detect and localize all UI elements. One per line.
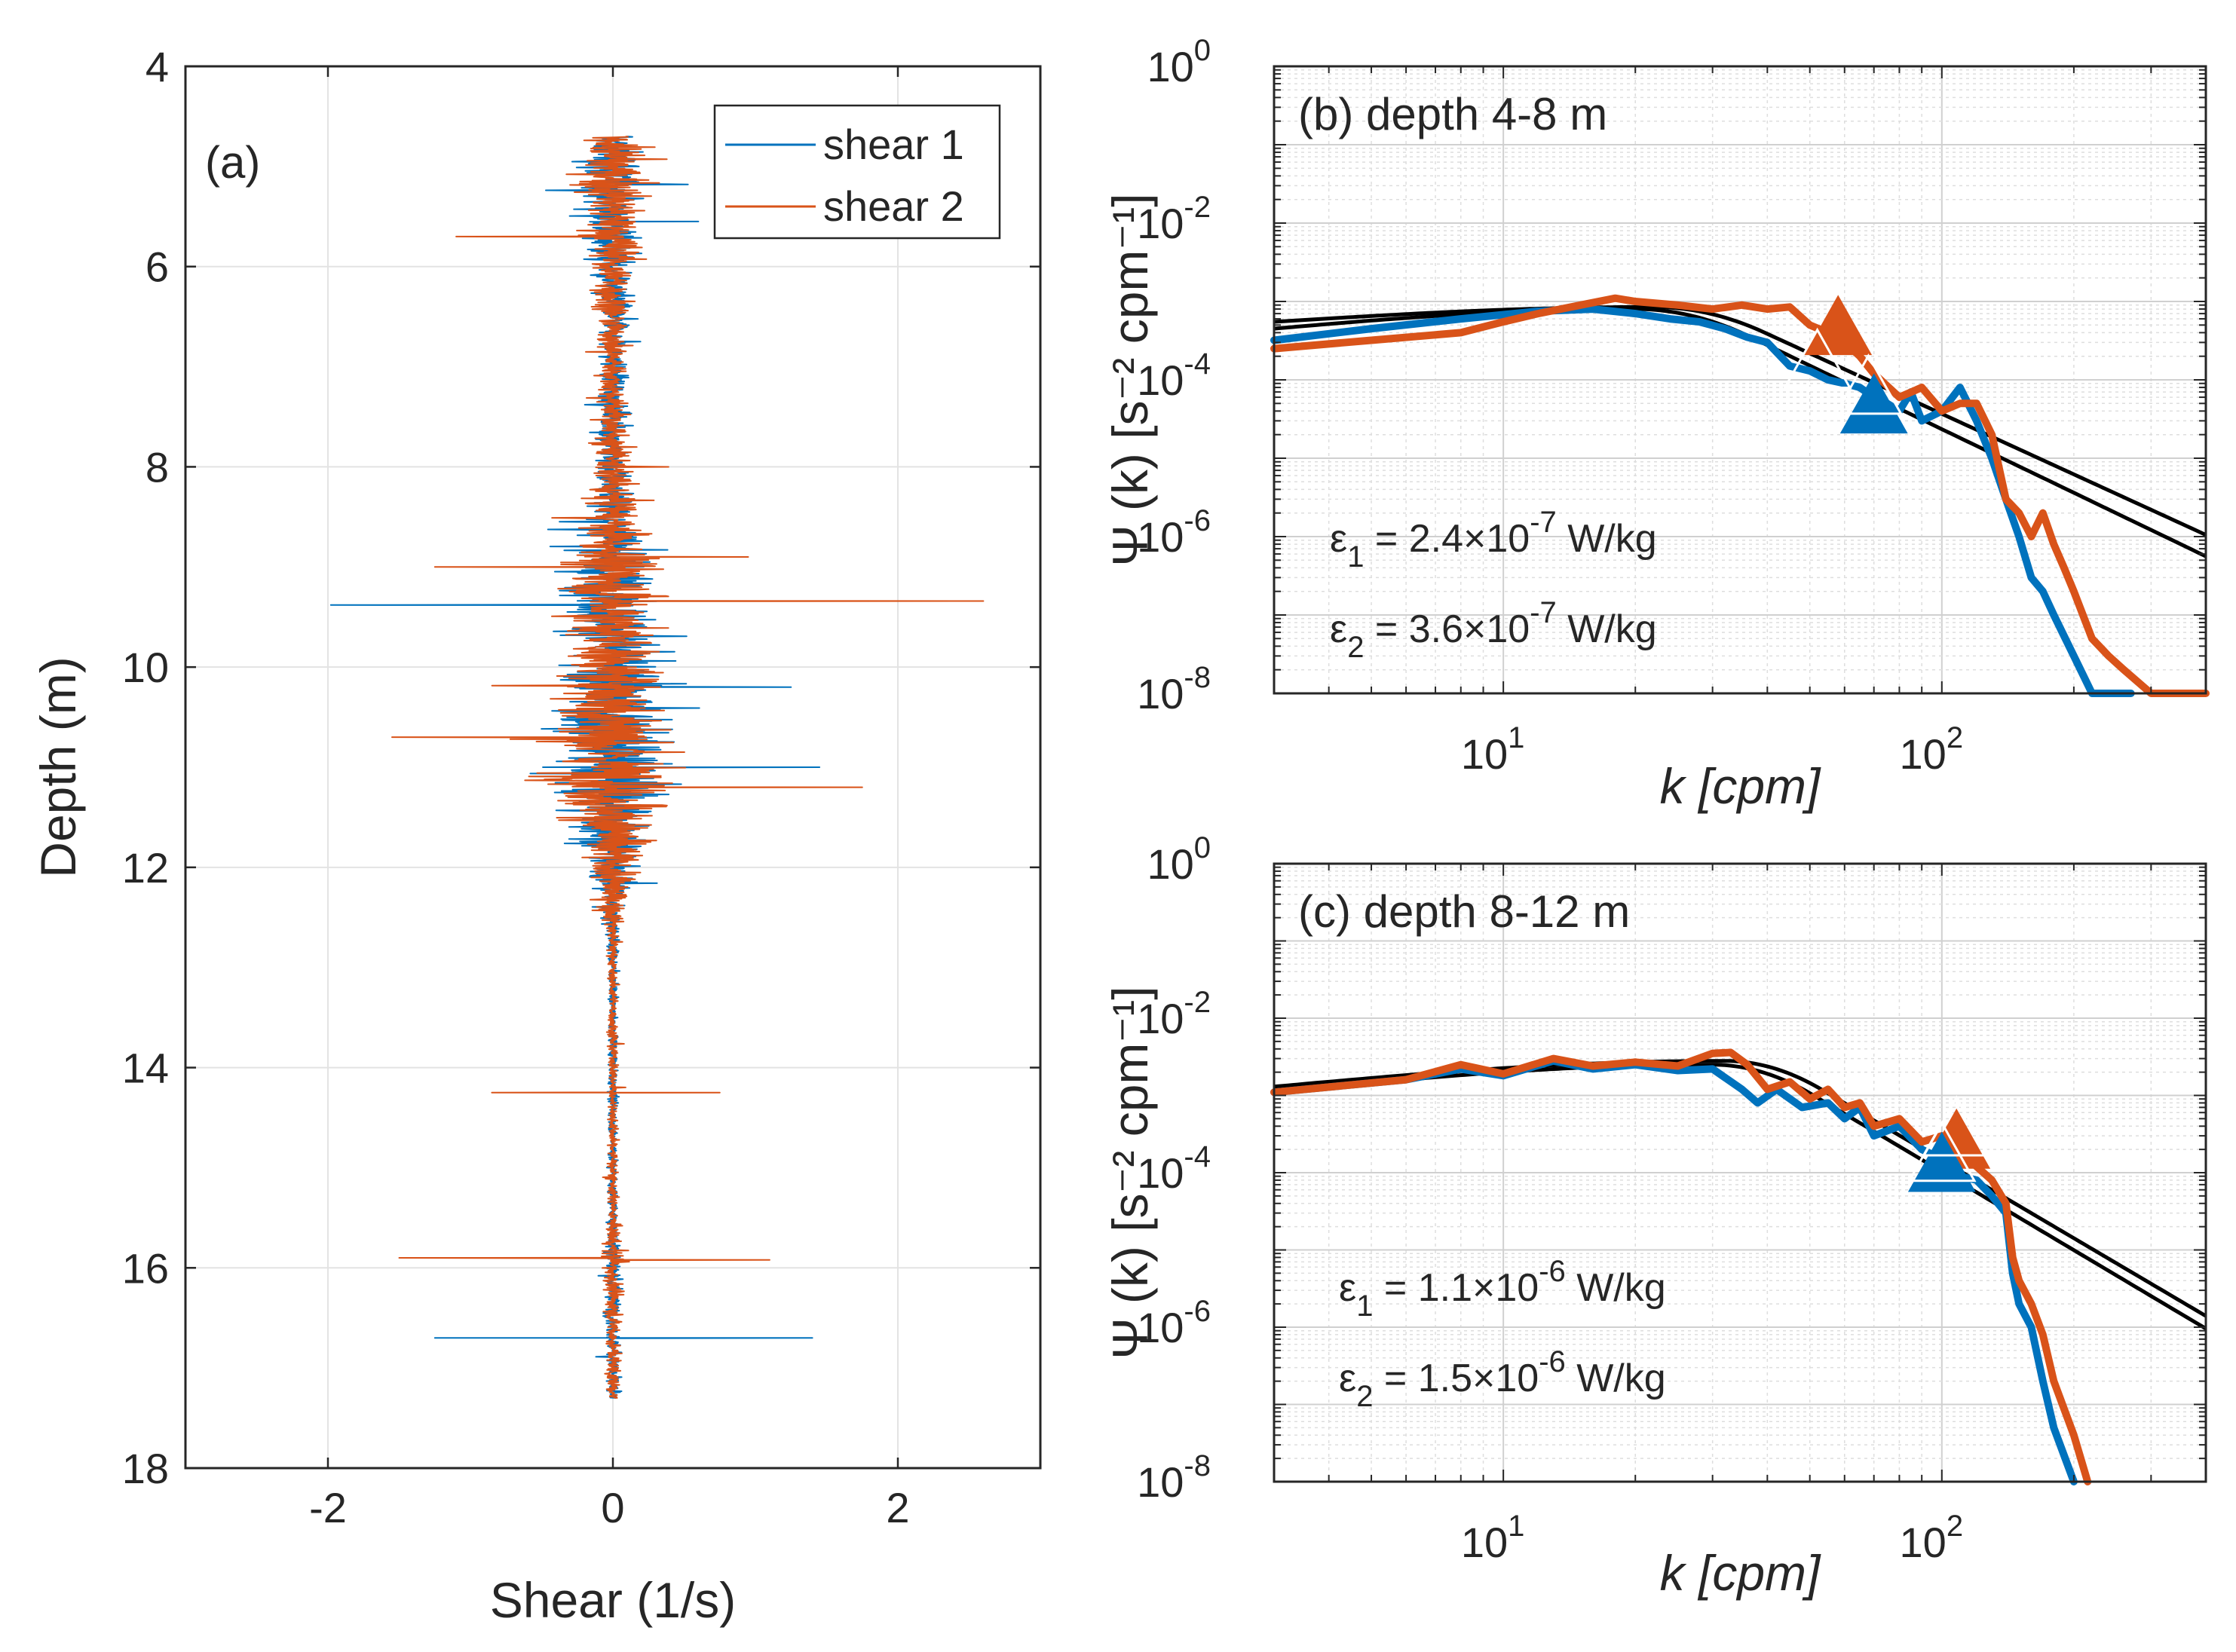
panel-b-ticks: 101 102 100 10-2 10-4 10-6 10-8 [1137, 34, 2207, 778]
x-tick-label: -2 [309, 1484, 347, 1531]
panel-b-series [1270, 294, 2210, 697]
legend-box [713, 104, 1001, 240]
panel-b-epsilon-2: ε2 = 3.6×10-7 W/kg [1330, 596, 1657, 664]
y-tick-label: 10-4 [1137, 347, 1211, 404]
eps2-value: = 3.6×10 [1364, 607, 1530, 651]
y-tick-label: 16 [122, 1244, 169, 1292]
panel-c-epsilon-1: ε1 = 1.1×10-6 W/kg [1339, 1255, 1666, 1323]
eps1-symbol: ε [1339, 1266, 1356, 1310]
x-tick-label: 101 [1461, 721, 1525, 778]
panel-b-ylabel: Ψ (k) [s⁻² cpm⁻¹] [1102, 193, 1158, 566]
dissipation-marker [1907, 1120, 1977, 1182]
panel-c-series [1270, 1048, 2207, 1485]
dissipation-marker [1907, 1131, 1976, 1192]
panel-b-label: (b) depth 4-8 m [1298, 89, 1607, 139]
svg-text:ε1 = 2.4×10-7 W/kg: ε1 = 2.4×10-7 W/kg [1330, 506, 1657, 574]
eps1-sub: 1 [1347, 540, 1364, 574]
y-tick-label: 10-2 [1137, 986, 1211, 1042]
y-tick-label: 10-4 [1137, 1140, 1211, 1197]
dissipation-marker [1839, 373, 1908, 434]
legend-label-shear-2: shear 2 [823, 182, 964, 230]
panel-c-ticks: 101 102 100 10-2 10-4 10-6 10-8 [1137, 831, 2207, 1566]
series-shear-2 [391, 136, 985, 1399]
panel-a-series [329, 136, 985, 1399]
panel-a-legend: shear 1 shear 2 [713, 104, 1001, 240]
x-tick-label: 102 [1900, 1510, 1964, 1566]
x-tick-label: 0 [601, 1484, 624, 1531]
eps1-exp: -7 [1530, 506, 1557, 539]
eps2-value: = 1.5×10 [1373, 1357, 1539, 1400]
eps1-unit: W/kg [1566, 1266, 1666, 1310]
eps1-unit: W/kg [1557, 517, 1657, 561]
dissipation-marker [1833, 353, 1904, 415]
eps2-exp: -7 [1530, 596, 1557, 629]
y-tick-label: 10-8 [1137, 1449, 1211, 1506]
eps2-symbol: ε [1339, 1357, 1356, 1400]
panel-c-epsilon-2: ε2 = 1.5×10-6 W/kg [1339, 1345, 1666, 1413]
y-tick-label: 10-6 [1137, 504, 1211, 561]
y-tick-label: 10-8 [1137, 661, 1211, 717]
svg-text:ε2 = 3.6×10-7 W/kg: ε2 = 3.6×10-7 W/kg [1330, 596, 1657, 664]
eps1-symbol: ε [1330, 517, 1347, 561]
eps1-sub: 1 [1356, 1289, 1373, 1323]
spectrum-shear-2-spectrum [1270, 1048, 2092, 1485]
dissipation-marker [1782, 327, 1852, 389]
panel-b-epsilon-1: ε1 = 2.4×10-7 W/kg [1330, 506, 1657, 574]
y-tick-label: 6 [145, 243, 169, 291]
panel-a-label: (a) [205, 137, 260, 188]
eps1-value: = 2.4×10 [1364, 517, 1530, 561]
y-tick-label: 12 [122, 844, 169, 892]
eps1-value: = 1.1×10 [1373, 1266, 1539, 1310]
panel-b-xlabel: k [cpm] [1660, 758, 1821, 814]
panel-c-ylabel: Ψ (k) [s⁻² cpm⁻¹] [1102, 986, 1158, 1359]
panel-c-label: (c) depth 8-12 m [1298, 886, 1630, 937]
eps2-unit: W/kg [1566, 1357, 1666, 1400]
y-tick-label: 14 [122, 1045, 169, 1092]
eps2-sub: 2 [1356, 1380, 1373, 1413]
eps2-exp: -6 [1539, 1345, 1566, 1378]
model-curve [1273, 304, 2207, 537]
panel-c-spectrum-8-12m: 101 102 100 10-2 10-4 10-6 10-8 (c) depth 8-12… [1102, 831, 2207, 1601]
eps2-symbol: ε [1330, 607, 1347, 651]
y-tick-label: 100 [1147, 831, 1211, 888]
x-tick-label: 101 [1461, 1510, 1525, 1566]
y-tick-label: 18 [122, 1445, 169, 1492]
y-tick-label: 10-6 [1137, 1295, 1211, 1351]
panel-b-spectrum-4-8m: 101 102 100 10-2 10-4 10-6 10-8 (b) depth 4-8 … [1102, 34, 2210, 814]
panel-c-xlabel: k [cpm] [1660, 1545, 1821, 1601]
y-tick-label: 8 [145, 443, 169, 491]
y-tick-label: 10 [122, 644, 169, 691]
eps2-unit: W/kg [1557, 607, 1657, 651]
y-tick-label: 4 [145, 43, 169, 90]
panel-a-ticks: -2 0 2 4 6 8 10 12 14 16 18 [122, 43, 1040, 1531]
panel-a-ylabel: Depth (m) [30, 656, 86, 877]
panel-a-xlabel: Shear (1/s) [490, 1572, 736, 1628]
x-tick-label: 2 [886, 1484, 909, 1531]
svg-text:ε2 = 1.5×10-6 W/kg: ε2 = 1.5×10-6 W/kg [1339, 1345, 1666, 1413]
svg-text:ε1 = 1.1×10-6 W/kg: ε1 = 1.1×10-6 W/kg [1339, 1255, 1666, 1323]
panel-a-shear-profile: -2 0 2 4 6 8 10 12 14 16 18 (a) shear 1 shear 2 Sh… [30, 43, 1042, 1628]
y-tick-label: 10-2 [1137, 191, 1211, 247]
eps1-exp: -6 [1539, 1255, 1566, 1288]
y-tick-label: 100 [1147, 34, 1211, 90]
legend-label-shear-1: shear 1 [823, 121, 964, 168]
x-tick-label: 102 [1900, 721, 1964, 778]
spectrum-shear-2-spectrum [1270, 294, 2210, 697]
eps2-sub: 2 [1347, 631, 1364, 664]
